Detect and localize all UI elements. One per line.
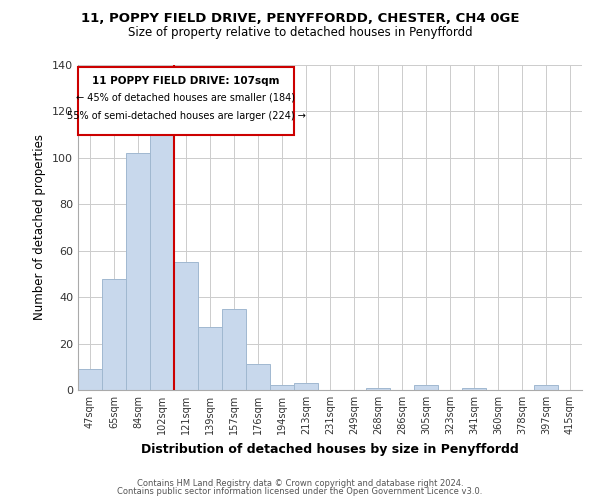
Bar xyxy=(78,369,102,390)
X-axis label: Distribution of detached houses by size in Penyffordd: Distribution of detached houses by size … xyxy=(141,442,519,456)
Bar xyxy=(294,383,318,390)
Text: 11 POPPY FIELD DRIVE: 107sqm: 11 POPPY FIELD DRIVE: 107sqm xyxy=(92,76,280,86)
Bar xyxy=(462,388,486,390)
FancyBboxPatch shape xyxy=(78,68,294,134)
Bar xyxy=(366,388,390,390)
Bar xyxy=(534,386,558,390)
Text: ← 45% of detached houses are smaller (184): ← 45% of detached houses are smaller (18… xyxy=(77,92,296,102)
Y-axis label: Number of detached properties: Number of detached properties xyxy=(34,134,46,320)
Bar xyxy=(198,328,222,390)
Text: 55% of semi-detached houses are larger (224) →: 55% of semi-detached houses are larger (… xyxy=(67,111,305,121)
Bar xyxy=(150,123,174,390)
Text: Size of property relative to detached houses in Penyffordd: Size of property relative to detached ho… xyxy=(128,26,472,39)
Bar xyxy=(102,278,126,390)
Bar xyxy=(414,386,438,390)
Bar xyxy=(246,364,270,390)
Bar xyxy=(222,309,246,390)
Bar xyxy=(270,386,294,390)
Bar xyxy=(174,262,198,390)
Text: 11, POPPY FIELD DRIVE, PENYFFORDD, CHESTER, CH4 0GE: 11, POPPY FIELD DRIVE, PENYFFORDD, CHEST… xyxy=(81,12,519,26)
Text: Contains HM Land Registry data © Crown copyright and database right 2024.: Contains HM Land Registry data © Crown c… xyxy=(137,478,463,488)
Bar xyxy=(126,153,150,390)
Text: Contains public sector information licensed under the Open Government Licence v3: Contains public sector information licen… xyxy=(118,487,482,496)
